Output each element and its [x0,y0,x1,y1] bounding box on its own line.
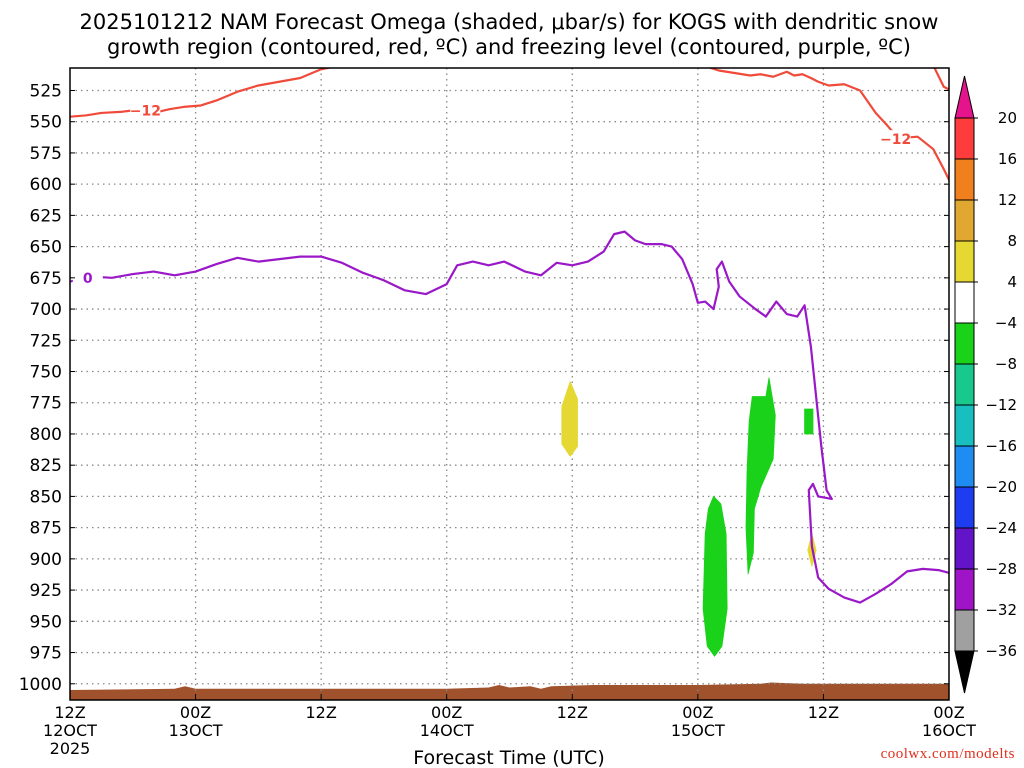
colorbar-segment [954,568,975,611]
colorbar-label: −24 [985,519,1017,537]
colorbar-segment [954,363,975,406]
colorbar-segment [954,199,975,242]
colorbar-label: −8 [995,355,1017,373]
x-tick-label: 12Z [557,703,588,722]
contour-layer: −12 −12 0 [70,68,949,604]
y-tick-label: 825 [30,456,62,476]
colorbar-label: 12 [998,191,1017,209]
colorbar-label: −20 [985,478,1017,496]
colorbar-segment [954,404,975,447]
x-tick-label: 13OCT [169,721,223,740]
contour-label: −12 [130,103,161,119]
x-tick-label: 15OCT [671,721,725,740]
colorbar-label: 8 [1007,232,1017,250]
y-tick-label: 875 [30,519,62,539]
chart-title-line-1: 2025101212 NAM Forecast Omega (shaded, μ… [80,10,939,34]
omega-shaded-region [561,381,578,457]
credit-text: coolwx.com/modelts [881,746,1015,762]
colorbar-segment [954,486,975,529]
colorbar-top-arrow [954,75,975,119]
y-tick-label: 850 [30,487,62,507]
y-tick-label: 675 [30,269,62,289]
y-axis-ticks: 525 550 575 600 625 650 675 700 725 750 775 800 825 8… [19,81,949,695]
terrain-fill [70,682,949,700]
x-tick-label: 14OCT [420,721,474,740]
grid-layer [70,68,949,700]
colorbar-label: −12 [985,396,1017,414]
x-tick-label: 12Z [54,703,85,722]
x-tick-label: 00Z [933,703,964,722]
x-tick-label: 12Z [305,703,336,722]
x-tick-label: 00Z [431,703,462,722]
y-tick-label: 525 [30,81,62,101]
x-tick-label: 00Z [180,703,211,722]
colorbar-label: −36 [985,642,1017,660]
colorbar-label: 20 [998,109,1017,127]
y-tick-label: 700 [30,300,62,320]
colorbar-segment [954,322,975,365]
y-tick-label: 750 [30,363,62,383]
colorbar-segment [954,609,975,652]
colorbar-label: −16 [985,437,1017,455]
colorbar-segment [954,527,975,570]
y-tick-label: 950 [30,612,62,632]
omega-shaded-region [804,408,814,435]
contour-label-bg [130,101,161,119]
y-tick-label: 625 [30,206,62,226]
colorbar-label: −32 [985,601,1017,619]
plot-frame [69,67,950,701]
terrain-layer [70,682,949,700]
y-tick-label: 925 [30,581,62,601]
x-tick-label: 2025 [50,739,91,758]
contour-label-bg [880,130,911,148]
omega-shaded-region [702,496,728,657]
colorbar-segment [954,240,975,283]
contour-line [933,68,949,91]
omega-shading-layer [561,377,817,657]
y-tick-label: 800 [30,425,62,445]
contour-label: 0 [83,271,93,287]
y-tick-label: 650 [30,238,62,258]
omega-shaded-region [745,377,776,575]
y-tick-label: 900 [30,550,62,570]
x-axis-label: Forecast Time (UTC) [413,747,604,768]
y-tick-label: 575 [30,144,62,164]
x-tick-label: 16OCT [922,721,976,740]
y-tick-label: 975 [30,644,62,664]
y-tick-label: 725 [30,331,62,351]
y-tick-label: 550 [30,113,62,133]
colorbar-label: 16 [998,150,1017,168]
contour-label-bg [72,268,103,286]
colorbar-bottom-arrow [954,650,975,694]
y-tick-label: 775 [30,394,62,414]
y-tick-label: 1000 [19,675,62,695]
colorbar-label: 4 [1007,273,1017,291]
contour-line [70,68,334,118]
x-tick-label: 12OCT [43,721,97,740]
colorbar-label: −28 [985,560,1017,578]
contour-label: −12 [880,132,911,148]
x-tick-label: 12Z [808,703,839,722]
colorbar: 20 16 12 8 4 −4 −8 −12 −16 −20 −24 −28 −32 −36 [954,75,1017,694]
colorbar-segment [954,281,975,324]
y-tick-label: 600 [30,175,62,195]
contour-line [70,230,949,604]
contour-line [707,68,949,183]
chart-title-line-2: growth region (contoured, red, ºC) and f… [107,35,911,59]
colorbar-segment [954,445,975,488]
colorbar-label: −4 [995,314,1017,332]
colorbar-segment [954,117,975,160]
x-tick-label: 00Z [682,703,713,722]
colorbar-segment [954,158,975,201]
